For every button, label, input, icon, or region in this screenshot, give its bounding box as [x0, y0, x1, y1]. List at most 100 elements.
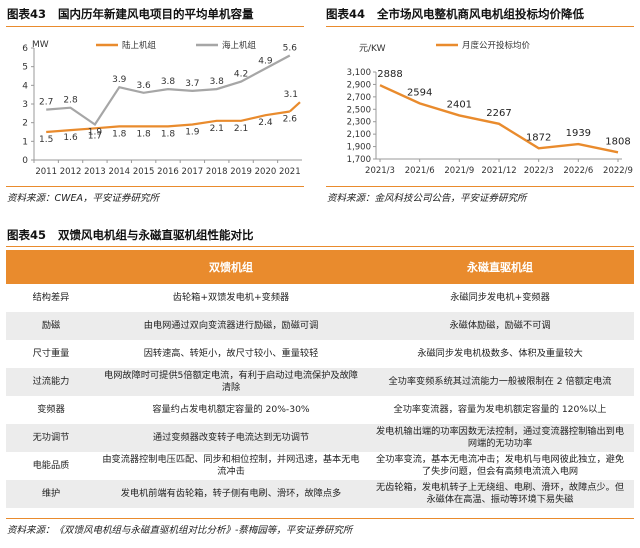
- doubly-fed-cell: 由变流器控制电压匹配、同步和相位控制，并网迅速，基本无电流冲击: [96, 452, 366, 480]
- data-label: 1.9: [185, 128, 200, 138]
- data-label: 2267: [486, 108, 511, 119]
- direct-drive-cell: 全功率变流器，容量为发电机额定容量的 120%以上: [366, 396, 634, 424]
- fig44-bottom-rule: [326, 186, 634, 187]
- data-label: 2.7: [39, 98, 53, 108]
- fig43-title-text: 国内历年新建风电项目的平均单机容量: [58, 7, 254, 21]
- data-label: 4.2: [234, 70, 248, 80]
- x-tick-label: 2021/12: [481, 166, 516, 176]
- table-row: 结构差异 齿轮箱+双馈发电机+变频器 永磁同步发电机+变频器: [6, 284, 634, 312]
- x-tick-label: 2022/6: [563, 166, 593, 176]
- x-tick-label: 2011: [35, 167, 57, 177]
- x-tick-label: 2014: [108, 167, 130, 177]
- data-label: 3.8: [210, 77, 225, 87]
- y-tick-label: 2,500: [347, 105, 371, 115]
- fig44-top-rule: [326, 26, 634, 27]
- doubly-fed-cell: 因转速高、转矩小，故尺寸较小、重量较轻: [96, 340, 366, 368]
- table-row: 无功调节 通过变频器改变转子电流达到无功调节 发电机输出端的功率因数无法控制，通…: [6, 424, 634, 452]
- data-label: 3.6: [136, 81, 151, 91]
- data-label: 2401: [447, 99, 472, 110]
- fig45-source: 资料来源：《双馈风电机组与永磁直驱机组对比分析》-蔡梅园等，平安证券研究所: [7, 525, 353, 536]
- x-tick-label: 2015: [133, 167, 155, 177]
- direct-drive-cell: 永磁体励磁，励磁不可调: [366, 312, 634, 340]
- fig43-number: 图表43: [7, 7, 47, 21]
- y-tick-label: 1,700: [347, 155, 371, 165]
- y-tick-label: 1,900: [347, 143, 371, 153]
- y-tick-label: 1: [22, 137, 28, 147]
- data-label: 2594: [407, 87, 432, 98]
- doubly-fed-cell: 电网故障时可提供5倍额定电流，有利于启动过电流保护及故障清除: [96, 368, 366, 396]
- direct-drive-cell: 发电机输出端的功率因数无法控制，通过变流器控制输出到电网端的无功功率: [366, 424, 634, 452]
- y-tick-label: 2,100: [347, 130, 371, 140]
- row-label: 励磁: [6, 312, 96, 340]
- series-line-onshore: [46, 110, 290, 134]
- row-label: 维护: [6, 480, 96, 508]
- doubly-fed-cell: 齿轮箱+双馈发电机+变频器: [96, 284, 366, 312]
- data-label: 2.6: [283, 114, 298, 124]
- doubly-fed-cell: 容量约占发电机额定容量的 20%-30%: [96, 396, 366, 424]
- table-row: 变频器 容量约占发电机额定容量的 20%-30% 全功率变流器，容量为发电机额定…: [6, 396, 634, 424]
- data-label: 3.9: [112, 75, 127, 85]
- table-header-row: 双馈机组 永磁直驱机组: [6, 250, 634, 284]
- fig43-unit-label: MW: [32, 40, 49, 50]
- data-label: 1.7: [88, 131, 102, 141]
- x-tick-label: 2013: [84, 167, 106, 177]
- series-line-offshore: [46, 54, 291, 127]
- data-label: 1.8: [161, 129, 176, 139]
- x-tick-label: 2018: [206, 167, 228, 177]
- table-row: 尺寸重量 因转速高、转矩小，故尺寸较小、重量较轻 永磁同步发电机极数多、体积及重…: [6, 340, 634, 368]
- legend-label: 海上机组: [222, 40, 257, 51]
- table-header-cell: 永磁直驱机组: [366, 250, 634, 284]
- fig44-title: 图表44 全市场风电整机商风电机组投标均价降低: [326, 6, 584, 22]
- y-tick-label: 0: [22, 156, 28, 166]
- fig45-title-text: 双馈风电机组与永磁直驱机组性能对比: [58, 228, 254, 242]
- data-label: 2888: [377, 69, 402, 80]
- x-tick-label: 2021/6: [405, 166, 435, 176]
- x-tick-label: 2016: [157, 167, 179, 177]
- data-label: 2.1: [234, 124, 248, 134]
- fig45-top-rule: [6, 246, 634, 247]
- table-header-cell: [6, 250, 96, 284]
- row-label: 无功调节: [6, 424, 96, 452]
- x-tick-label: 2021/3: [365, 166, 395, 176]
- table-row: 电能品质 由变流器控制电压匹配、同步和相位控制，并网迅速，基本无电流冲击 全功率…: [6, 452, 634, 480]
- fig44-chart: 元/KW 1,700 1,900 2,100 2,300 2,500 2,700 2,900…: [347, 40, 633, 176]
- y-tick-label: 4: [22, 81, 28, 91]
- fig44-unit-label: 元/KW: [359, 44, 386, 54]
- data-label: 4.9: [258, 57, 273, 67]
- fig44-source: 资料来源：金风科技公司公告，平安证券研究所: [327, 193, 527, 204]
- data-label: 1.8: [112, 129, 127, 139]
- data-label: 3.7: [185, 79, 199, 89]
- y-tick-label: 2,300: [347, 118, 371, 128]
- data-label: 1872: [526, 132, 551, 143]
- data-label: 1.5: [39, 135, 53, 145]
- x-tick-label: 2022/9: [603, 166, 633, 176]
- fig45-bottom-rule: [6, 518, 634, 519]
- table-row: 过流能力 电网故障时可提供5倍额定电流，有利于启动过电流保护及故障清除 全功率变…: [6, 368, 634, 396]
- doubly-fed-cell: 发电机前端有齿轮箱，转子侧有电刷、滑环，故障点多: [96, 480, 366, 508]
- y-tick-label: 3,100: [347, 68, 371, 78]
- fig45-title: 图表45 双馈风电机组与永磁直驱机组性能对比: [7, 227, 254, 243]
- comparison-table: 双馈机组 永磁直驱机组 结构差异 齿轮箱+双馈发电机+变频器 永磁同步发电机+变…: [6, 250, 634, 508]
- y-tick-label: 2: [22, 119, 28, 129]
- x-tick-label: 2019: [230, 167, 252, 177]
- y-tick-label: 2,700: [347, 93, 371, 103]
- direct-drive-cell: 永磁同步发电机极数多、体积及重量较大: [366, 340, 634, 368]
- fig43-source: 资料来源：CWEA，平安证券研究所: [7, 193, 160, 204]
- fig44-number: 图表44: [326, 7, 366, 21]
- data-label: 2.1: [210, 124, 224, 134]
- fig43-bottom-rule: [6, 186, 304, 187]
- fig43-top-rule: [6, 26, 304, 27]
- data-label: 3.1: [284, 90, 298, 100]
- data-label: 1939: [566, 128, 591, 139]
- x-tick-label: 2017: [182, 167, 204, 177]
- y-tick-label: 6: [22, 44, 28, 54]
- data-label: 3.8: [161, 77, 176, 87]
- x-tick-label: 2021: [279, 167, 301, 177]
- legend-label: 陆上机组: [122, 40, 157, 51]
- data-label: 1.9: [88, 128, 103, 138]
- x-tick-label: 2021/9: [444, 166, 474, 176]
- row-label: 尺寸重量: [6, 340, 96, 368]
- data-label: 1.8: [136, 129, 151, 139]
- fig44-title-text: 全市场风电整机商风电机组投标均价降低: [377, 7, 585, 21]
